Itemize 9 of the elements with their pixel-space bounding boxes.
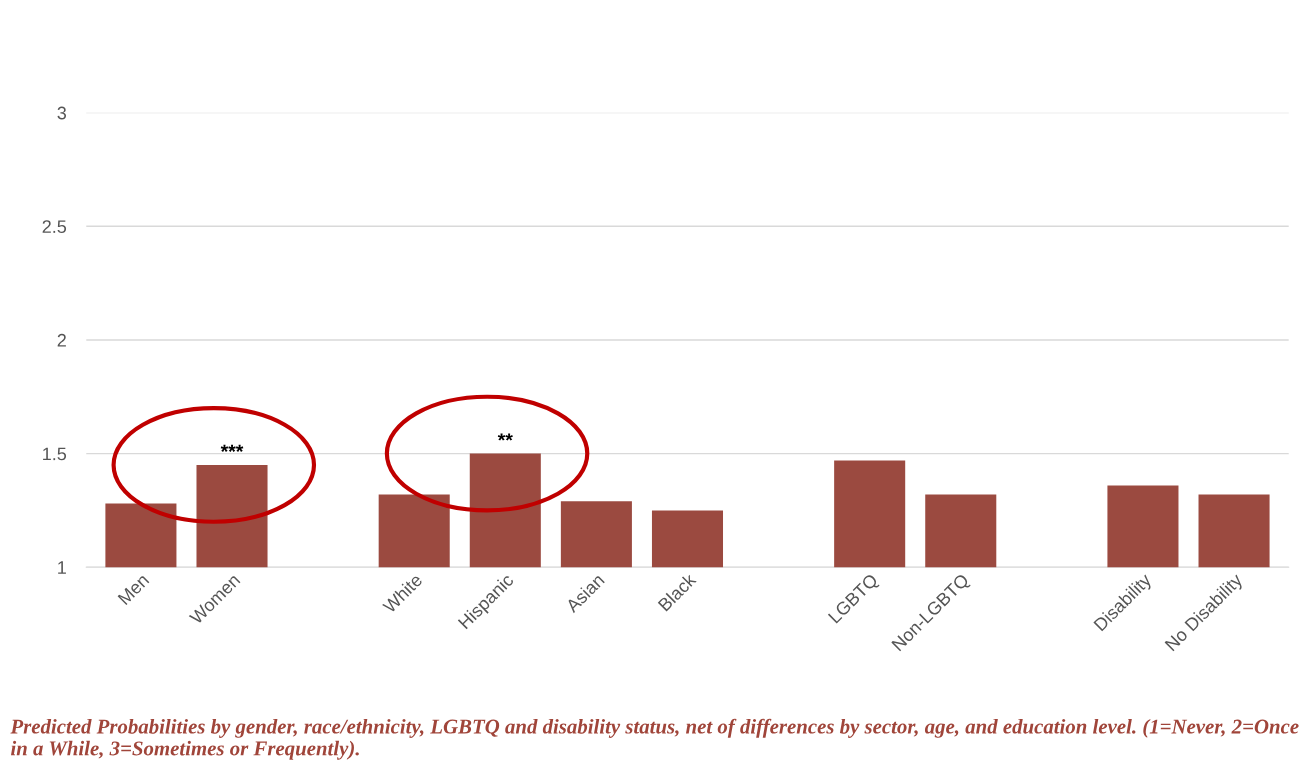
annotation: **	[497, 433, 513, 441]
y-tick-label: 1.5	[43, 447, 67, 461]
text: Predicted Probabilities by gender, race/ethnicity, LGBTQ and disability status, net of differences by sector, age, and education level. (1=Never, 2=Once in a While, 3=Sometimes or Frequently).	[10, 718, 1299, 760]
y-tick-label: 1	[58, 561, 66, 574]
y-tick-label: 2	[57, 333, 66, 347]
annotation: ***	[220, 444, 244, 452]
x-tick-label: Men	[117, 573, 150, 606]
y-tick-label: 3	[57, 106, 67, 120]
y-tick-label: 2.5	[42, 220, 67, 234]
